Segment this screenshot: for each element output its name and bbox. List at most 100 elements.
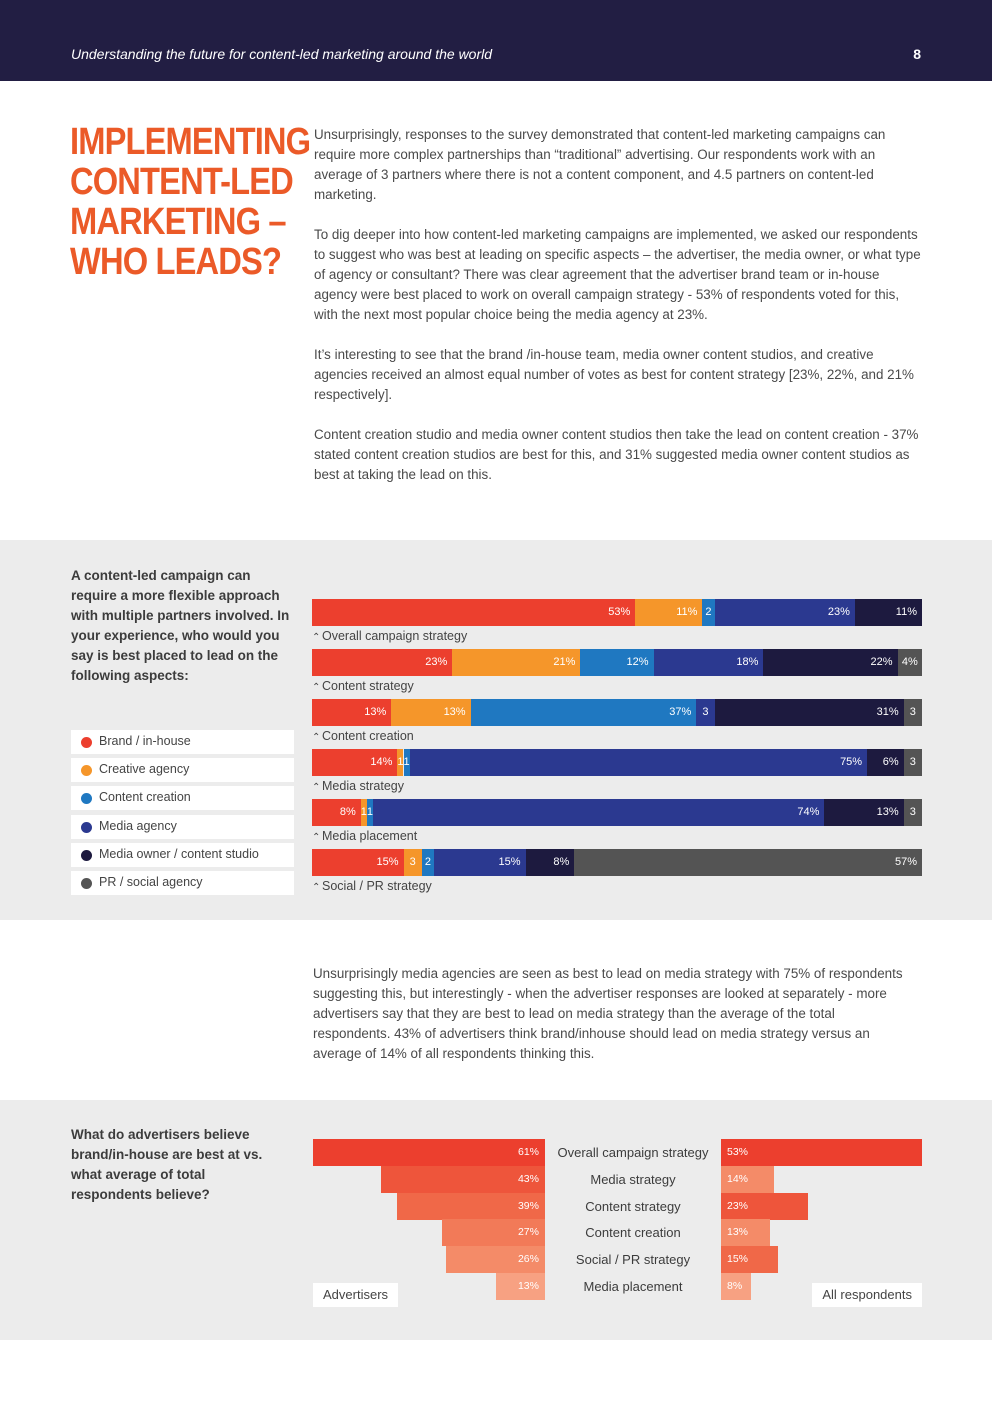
stacked-bar: 23% 21% 12% 18% 22% 4% [312,649,922,676]
segment-label: 8% [339,806,356,818]
segment-label: 1 [366,806,373,818]
bar-segment: 2 [421,849,434,876]
segment-label: 12% [626,656,649,668]
bar-segment: 8% [312,799,361,826]
bar-segment: 1 [366,799,373,826]
bar-segment: 3 [903,749,922,776]
category-text: Social / PR strategy [322,879,432,893]
legend-item: Media agency [71,814,294,839]
category-label: ⌃ Content creation [312,729,414,743]
bar-segment: 12% [580,649,654,676]
paragraph: Content creation studio and media owner … [314,427,919,482]
segment-label: 14% [370,756,393,768]
caret-up-icon: ⌃ [312,832,321,843]
stacked-bar: 15% 3 2 15% 8% 57% [312,849,922,876]
segment-label: 13% [364,706,387,718]
category-label: ⌃ Overall campaign strategy [312,629,467,643]
segment-label: 11% [676,606,698,618]
segment-label: 22% [870,656,893,668]
legend-item: PR / social agency [71,870,294,895]
segment-label: 13% [876,806,899,818]
intro-text: Unsurprisingly, responses to the survey … [314,125,926,505]
bar-segment: 4% [897,649,922,676]
paragraph: To dig deeper into how content-led marke… [314,227,921,322]
legend-dot-icon [81,793,92,805]
bar-segment: 11% [854,599,922,626]
paragraph: Unsurprisingly, responses to the survey … [314,127,886,202]
legend-label: Creative agency [99,762,190,777]
segment-label: 23% [827,606,850,618]
stacked-bar: 13% 13% 37% 3 31% 3 [312,699,922,726]
bar-segment: 22% [763,649,898,676]
heading-line: MARKETING – [70,201,287,243]
legend-label: Media agency [99,818,177,833]
segment-label: 1 [403,756,410,768]
legend-item: Brand / in-house [71,730,294,754]
bar-segment: 75% [409,749,868,776]
bar-segment: 13% [391,699,471,726]
bar-segment: 1 [360,799,367,826]
segment-label: 37% [669,706,692,718]
paragraph: It’s interesting to see that the brand /… [314,347,914,402]
mid-paragraph: Unsurprisingly media agencies are seen a… [313,966,903,1061]
bar-segment: 3 [403,849,422,876]
segment-label: 53% [608,606,631,618]
bar-segment: 6% [867,749,904,776]
bar-segment: 1 [397,749,404,776]
category-label: ⌃ Media placement [312,829,417,843]
page-header: Understanding the future for content-led… [0,0,992,81]
bar-segment: 74% [373,799,825,826]
segment-label: 2 [705,606,712,618]
bar-segment: 8% [525,849,575,876]
heading-line: IMPLEMENTING [70,121,311,163]
bar-segment: 18% [653,649,764,676]
stacked-bar: 8% 1 1 74% 13% 3 [312,799,922,826]
caret-up-icon: ⌃ [312,632,321,643]
segment-label: 1 [397,756,404,768]
category-text: Content creation [322,729,414,743]
legend-item: Media owner / content studio [71,842,294,867]
bar-segment: 15% [312,849,404,876]
bar-segment: 23% [312,649,453,676]
legend-dot-icon [81,877,92,889]
category-label: ⌃ Content strategy [312,679,414,693]
bar-segment: 37% [470,699,697,726]
segment-label: 4% [901,656,918,668]
bar-segment: 14% [312,749,398,776]
segment-label: 8% [553,856,570,868]
category-label: ⌃ Media strategy [312,779,404,793]
segment-label: 1 [360,806,367,818]
category-text: Content strategy [322,679,414,693]
segment-label: 15% [498,856,521,868]
segment-label: 75% [840,756,863,768]
segment-label: 31% [876,706,899,718]
caret-up-icon: ⌃ [312,882,321,893]
category-text: Overall campaign strategy [322,629,468,643]
category-text: Media placement [322,829,418,843]
caret-up-icon: ⌃ [312,782,321,793]
bar-segment: 3 [903,799,922,826]
bar-segment: 57% [574,849,922,876]
bar-segment: 1 [403,749,410,776]
segment-label: 18% [736,656,759,668]
bar-segment: 2 [702,599,715,626]
caret-up-icon: ⌃ [312,732,321,743]
bar-segment: 3 [696,699,715,726]
legend-item: Content creation [71,786,294,811]
bar-segment: 3 [903,699,922,726]
survey-question-1: A content-led campaign can require a mor… [71,568,290,683]
bar-segment: 13% [824,799,904,826]
segment-label: 57% [894,856,917,868]
bar-segment: 21% [452,649,581,676]
legend-label: Brand / in-house [99,734,191,748]
legend-label: PR / social agency [99,874,203,889]
heading-line: WHO LEADS? [70,241,282,283]
heading-line: CONTENT-LED [70,161,294,203]
segment-label: 74% [797,806,820,818]
bar-segment: 53% [312,599,636,626]
segment-label: 3 [909,806,916,818]
segment-label: 6% [882,756,899,768]
caret-up-icon: ⌃ [312,682,321,693]
segment-label: 2 [424,856,431,868]
legend-dot-icon [81,849,92,861]
